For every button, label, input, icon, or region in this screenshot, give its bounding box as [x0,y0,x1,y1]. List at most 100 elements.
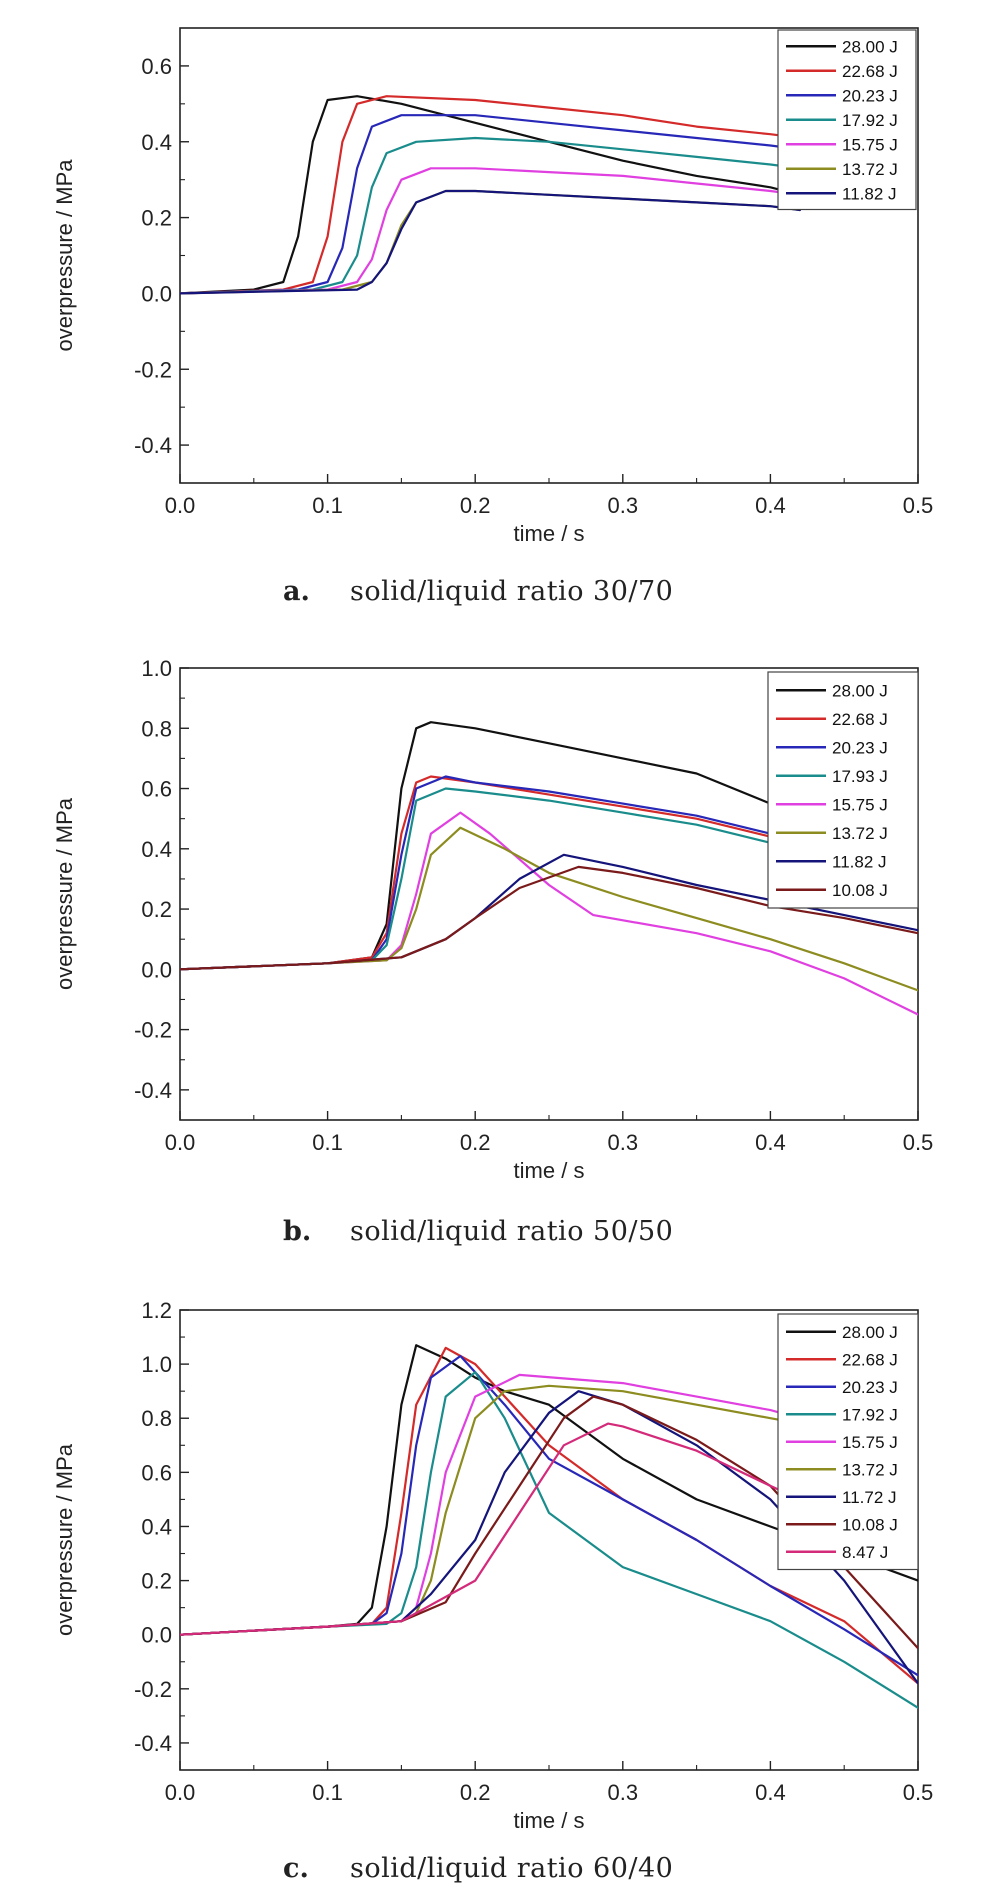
y-tick-label: 0.0 [141,281,172,306]
y-tick-label: 0.4 [141,837,172,862]
x-axis-title: time / s [514,1158,585,1183]
legend: 28.00 J 22.68 J 20.23 J 17.92 J 15.75 J 13.72… [777,1313,919,1571]
legend-entry: 10.08 J [832,881,888,900]
legend-entry: 15.75 J [832,795,888,814]
series-line-1 [180,95,802,295]
legend-entry: 10.08 J [842,1515,898,1534]
y-axis-title: overpressure / MPa [52,159,77,352]
y-tick-label: 0.8 [141,1406,172,1431]
x-axis-title: time / s [514,1808,585,1833]
series-line-1 [180,1344,918,1636]
panel-caption: c. solid/liquid ratio 60/40 [283,1853,673,1884]
series-line-4 [180,136,802,295]
legend-entry: 22.68 J [842,62,898,81]
y-tick-label: 0.2 [141,897,172,922]
x-tick-label: 0.1 [312,493,343,518]
x-tick-label: 0.3 [608,1130,639,1155]
x-tick-label: 0.0 [165,1780,196,1805]
x-tick-label: 0.5 [903,1780,934,1805]
panel-caption-text: solid/liquid ratio 50/50 [350,1216,673,1247]
y-tick-label: -0.2 [134,1677,172,1702]
legend-entry: 28.00 J [842,37,898,56]
panel-letter: c. [283,1853,309,1884]
legend-entry: 22.68 J [842,1350,898,1369]
y-tick-label: 0.2 [141,1569,172,1594]
panel-caption-text: solid/liquid ratio 60/40 [350,1853,673,1884]
legend-entry: 28.00 J [832,681,888,700]
x-tick-label: 0.5 [903,1130,934,1155]
legend-entry: 11.82 J [842,184,897,203]
legend-entry: 20.23 J [842,86,898,105]
legend: 28.00 J 22.68 J 20.23 J 17.92 J 15.75 J 13.72… [777,29,917,211]
y-axis-title: overpressure / MPa [52,797,77,990]
panel-caption: a. solid/liquid ratio 30/70 [283,576,673,607]
legend-entry: 11.82 J [832,852,887,871]
y-tick-label: 0.0 [141,1623,172,1648]
y-tick-label: 0.0 [141,957,172,982]
chart-panel-3: -0.4 -0.2 0.0 0.2 0.4 0.6 0.8 1.0 1.2 0.0 0.1 0.2 0.… [52,1298,933,1884]
legend-entry: 13.72 J [842,1460,898,1479]
y-tick-label: 1.0 [141,1352,172,1377]
y-axis-title: overpressure / MPa [52,1443,77,1636]
y-tick-label: -0.2 [134,1018,172,1043]
panel-letter: a. [283,576,310,607]
y-tick-label: 0.8 [141,716,172,741]
x-tick-label: 0.3 [608,1780,639,1805]
series-line-2 [180,775,802,971]
y-tick-label: -0.4 [134,1731,172,1756]
y-tick-label: -0.2 [134,357,172,382]
series-group [180,95,802,295]
chart-panel-2: -0.4 -0.2 0.0 0.2 0.4 0.6 0.8 1.0 0.0 0.1 0.2 0.3 0.… [52,656,933,1247]
y-tick-label: 0.6 [141,777,172,802]
legend-entry: 13.72 J [842,160,898,179]
series-line-9 [180,1422,802,1636]
legend-entry: 13.72 J [832,824,888,843]
y-tick-label: 0.6 [141,54,172,79]
legend-entry: 28.00 J [842,1323,898,1342]
y-tick-label: 1.0 [141,656,172,681]
x-tick-label: 0.4 [755,493,786,518]
series-line-5 [180,167,802,295]
legend-box [767,671,919,909]
x-tick-label: 0.4 [755,1130,786,1155]
legend-entry: 22.68 J [832,710,888,729]
series-line-7 [180,189,802,295]
series-line-3 [180,114,802,295]
series-line-3 [180,1354,918,1677]
panel-caption: b. solid/liquid ratio 50/50 [283,1216,673,1247]
y-tick-label: 0.4 [141,1514,172,1539]
y-tick-label: 1.2 [141,1298,172,1323]
legend: 28.00 J 22.68 J 20.23 J 17.93 J 15.75 J 13.72… [767,671,919,909]
y-tick-label: 0.6 [141,1460,172,1485]
x-tick-label: 0.0 [165,493,196,518]
x-tick-label: 0.1 [312,1130,343,1155]
series-line-4 [180,1371,918,1709]
legend-entry: 20.23 J [832,738,888,757]
x-tick-label: 0.2 [460,493,491,518]
legend-entry: 15.75 J [842,135,898,154]
x-axis-title: time / s [514,521,585,546]
series-group [180,1344,918,1709]
series-line-2 [180,95,802,295]
x-tick-label: 0.3 [608,493,639,518]
legend-entry: 15.75 J [842,1433,898,1452]
legend-entry: 11.72 J [842,1488,897,1507]
y-tick-label: -0.4 [134,433,172,458]
y-tick-label: 0.2 [141,206,172,231]
x-tick-label: 0.1 [312,1780,343,1805]
x-tick-label: 0.2 [460,1130,491,1155]
panel-caption-text: solid/liquid ratio 30/70 [350,576,673,607]
chart-panel-1: -0.4 -0.2 0.0 0.2 0.4 0.6 0.0 0.1 0.2 0.3 0.4 0.5 ti… [52,27,933,607]
legend-entry: 17.92 J [842,111,898,130]
legend-entry: 17.92 J [842,1405,898,1424]
x-tick-label: 0.2 [460,1780,491,1805]
y-tick-label: 0.4 [141,130,172,155]
legend-entry: 20.23 J [842,1378,898,1397]
legend-entry: 17.93 J [832,767,888,786]
x-tick-label: 0.4 [755,1780,786,1805]
y-tick-label: -0.4 [134,1078,172,1103]
x-tick-label: 0.0 [165,1130,196,1155]
legend-entry: 8.47 J [842,1543,888,1562]
panel-letter: b. [283,1216,311,1247]
